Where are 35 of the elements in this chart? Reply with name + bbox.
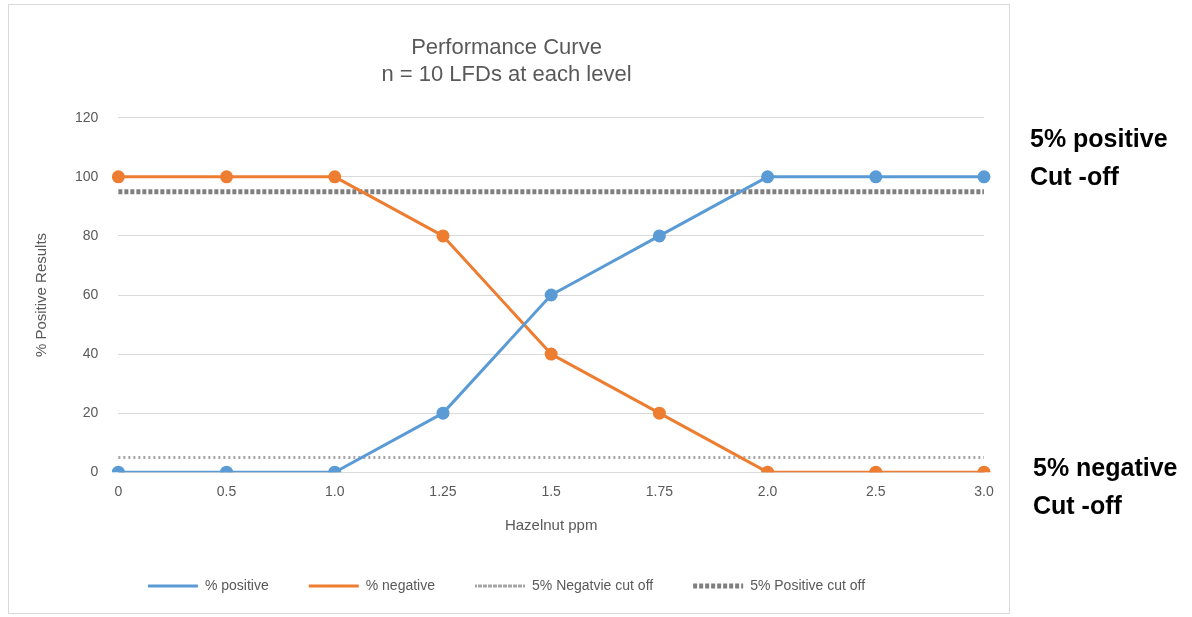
point <box>869 170 883 184</box>
point <box>436 229 450 243</box>
x-axis-title: Hazelnut ppm <box>504 516 598 534</box>
x-tick-label: 1.75 <box>645 483 674 500</box>
y-tick-label: 20 <box>82 403 99 420</box>
y-tick-label: 120 <box>75 108 99 125</box>
y-tick-label: 80 <box>82 226 99 243</box>
point <box>544 347 558 361</box>
point <box>761 170 775 184</box>
x-tick-label: 0.5 <box>216 483 237 500</box>
x-tick-label: 2.0 <box>757 483 778 500</box>
point <box>111 170 125 184</box>
point <box>652 229 666 243</box>
x-tick-label: 3.0 <box>974 483 994 500</box>
legend-label: 5% Negatvie cut off <box>532 576 654 593</box>
y-axis-title: % Positive Results <box>32 232 50 358</box>
chart-title: Performance Curve n = 10 LFDs at each level <box>381 34 632 86</box>
point <box>220 170 234 184</box>
x-tick-label: 1.0 <box>325 483 345 500</box>
x-tick-label: 1.25 <box>429 483 457 500</box>
x-tick-label: 2.5 <box>866 483 886 500</box>
x-tick-label: 0 <box>114 483 123 500</box>
point <box>977 170 991 184</box>
y-tick-label: 100 <box>75 167 99 184</box>
point <box>328 170 342 184</box>
y-tick-label: 60 <box>82 285 99 302</box>
point <box>544 288 558 302</box>
text: 5% negative Cut -off <box>1033 452 1178 521</box>
y-tick-label: 0 <box>90 463 99 480</box>
text: 5% positive Cut -off <box>1030 123 1168 192</box>
legend-label: % positive <box>204 576 269 593</box>
x-tick-label: 1.5 <box>541 483 562 500</box>
legend-label: % negative <box>365 576 436 593</box>
legend-label: 5% Positive cut off <box>750 576 866 593</box>
y-tick-label: 40 <box>82 344 99 361</box>
